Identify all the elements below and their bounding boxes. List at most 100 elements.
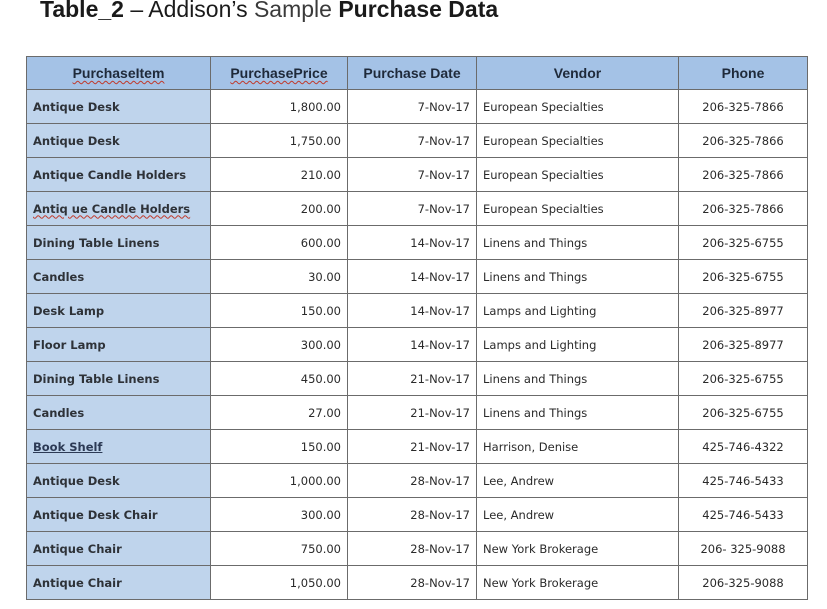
purchase-price-cell[interactable]: 30.00 xyxy=(210,259,348,294)
phone-cell[interactable]: 206-325-7866 xyxy=(678,157,808,192)
purchase-date-cell[interactable]: 14-Nov-17 xyxy=(347,259,477,294)
vendor-cell[interactable]: Linens and Things xyxy=(476,361,679,396)
table-header-row: PurchaseItem PurchasePrice Purchase Date… xyxy=(26,56,808,90)
vendor-cell[interactable]: Harrison, Denise xyxy=(476,429,679,464)
purchase-price-cell[interactable]: 27.00 xyxy=(210,395,348,430)
vendor-cell[interactable]: Lee, Andrew xyxy=(476,463,679,498)
purchase-date-cell[interactable]: 28-Nov-17 xyxy=(347,463,477,498)
purchase-price-cell[interactable]: 1,800.00 xyxy=(210,89,348,124)
column-header-vendor[interactable]: Vendor xyxy=(476,56,679,90)
phone-cell[interactable]: 425-746-5433 xyxy=(678,463,808,498)
purchase-price-cell[interactable]: 1,000.00 xyxy=(210,463,348,498)
vendor-cell[interactable]: Linens and Things xyxy=(476,259,679,294)
purchase-item-cell[interactable]: Candles xyxy=(26,259,211,294)
vendor-cell[interactable]: European Specialties xyxy=(476,89,679,124)
table-row: Antique Desk 1,750.00 7-Nov-17 European Spe… xyxy=(26,123,808,158)
spelling-flagged-text: Antiq ue Candle Holders xyxy=(33,201,191,216)
purchase-item-cell[interactable]: Antique Chair xyxy=(26,531,211,566)
purchase-price-cell[interactable]: 300.00 xyxy=(210,497,348,532)
phone-cell[interactable]: 206- 325-9088 xyxy=(678,531,808,566)
purchase-item-cell[interactable]: Antique Desk xyxy=(26,463,211,498)
table-row: Antique Desk Chair 300.00 28-Nov-17 Lee, An… xyxy=(26,497,808,532)
purchase-price-cell[interactable]: 1,750.00 xyxy=(210,123,348,158)
vendor-cell[interactable]: New York Brokerage xyxy=(476,531,679,566)
table-row: Antique Desk 1,000.00 28-Nov-17 Lee, Andrew… xyxy=(26,463,808,498)
table-row: Antique Chair 750.00 28-Nov-17 New York Bro… xyxy=(26,531,808,566)
purchase-item-cell[interactable]: Antique Desk Chair xyxy=(26,497,211,532)
purchase-item-cell[interactable]: Candles xyxy=(26,395,211,430)
purchase-date-cell[interactable]: 14-Nov-17 xyxy=(347,293,477,328)
title-prefix: Table_2 xyxy=(40,0,124,22)
purchase-price-cell[interactable]: 150.00 xyxy=(210,293,348,328)
vendor-cell[interactable]: European Specialties xyxy=(476,123,679,158)
table-row: Floor Lamp 300.00 14-Nov-17 Lamps and Light… xyxy=(26,327,808,362)
phone-cell[interactable]: 206-325-7866 xyxy=(678,123,808,158)
phone-cell[interactable]: 206-325-8977 xyxy=(678,293,808,328)
column-header-purchase-price[interactable]: PurchasePrice xyxy=(210,56,348,90)
vendor-cell[interactable]: European Specialties xyxy=(476,157,679,192)
vendor-cell[interactable]: Lamps and Lighting xyxy=(476,327,679,362)
vendor-cell[interactable]: Linens and Things xyxy=(476,225,679,260)
column-header-phone[interactable]: Phone xyxy=(678,56,808,90)
purchase-price-cell[interactable]: 200.00 xyxy=(210,191,348,226)
purchase-date-cell[interactable]: 7-Nov-17 xyxy=(347,123,477,158)
purchase-date-cell[interactable]: 7-Nov-17 xyxy=(347,157,477,192)
purchase-price-cell[interactable]: 150.00 xyxy=(210,429,348,464)
purchase-date-cell[interactable]: 14-Nov-17 xyxy=(347,225,477,260)
column-header-purchase-item[interactable]: PurchaseItem xyxy=(26,56,211,90)
purchase-price-cell[interactable]: 600.00 xyxy=(210,225,348,260)
purchase-price-cell[interactable]: 1,050.00 xyxy=(210,565,348,600)
table-row: Book Shelf 150.00 21-Nov-17 Harrison, Denis… xyxy=(26,429,808,464)
purchase-date-cell[interactable]: 28-Nov-17 xyxy=(347,497,477,532)
purchase-price-cell[interactable]: 750.00 xyxy=(210,531,348,566)
title-sample: Sample xyxy=(247,0,339,22)
purchase-item-cell[interactable]: Dining Table Linens xyxy=(26,361,211,396)
document-title: Table_2 – Addison’s Sample Purchase Data xyxy=(40,0,498,23)
vendor-cell[interactable]: Lee, Andrew xyxy=(476,497,679,532)
table-row: Candles 30.00 14-Nov-17 Linens and Things 20… xyxy=(26,259,808,294)
vendor-cell[interactable]: European Specialties xyxy=(476,191,679,226)
phone-cell[interactable]: 425-746-4322 xyxy=(678,429,808,464)
title-dash: – xyxy=(123,0,149,22)
table-row: Antiq ue Candle Holders 200.00 7-Nov-17 Eur… xyxy=(26,191,808,226)
purchase-item-cell[interactable]: Antique Desk xyxy=(26,89,211,124)
purchase-price-cell[interactable]: 300.00 xyxy=(210,327,348,362)
phone-cell[interactable]: 206-325-6755 xyxy=(678,361,808,396)
purchase-date-cell[interactable]: 28-Nov-17 xyxy=(347,531,477,566)
purchase-date-cell[interactable]: 21-Nov-17 xyxy=(347,429,477,464)
phone-cell[interactable]: 206-325-6755 xyxy=(678,259,808,294)
table-row: Dining Table Linens 600.00 14-Nov-17 Linens… xyxy=(26,225,808,260)
title-owner: Addison’s xyxy=(148,0,248,22)
phone-cell[interactable]: 206-325-7866 xyxy=(678,191,808,226)
phone-cell[interactable]: 206-325-8977 xyxy=(678,327,808,362)
column-header-purchase-date[interactable]: Purchase Date xyxy=(347,56,477,90)
purchase-date-cell[interactable]: 21-Nov-17 xyxy=(347,361,477,396)
purchase-date-cell[interactable]: 14-Nov-17 xyxy=(347,327,477,362)
phone-cell[interactable]: 206-325-9088 xyxy=(678,565,808,600)
purchase-item-cell[interactable]: Antique Candle Holders xyxy=(26,157,211,192)
purchase-date-cell[interactable]: 7-Nov-17 xyxy=(347,191,477,226)
phone-cell[interactable]: 206-325-6755 xyxy=(678,225,808,260)
phone-cell[interactable]: 206-325-6755 xyxy=(678,395,808,430)
purchase-item-cell[interactable]: Antique Chair xyxy=(26,565,211,600)
purchase-date-cell[interactable]: 21-Nov-17 xyxy=(347,395,477,430)
phone-cell[interactable]: 206-325-7866 xyxy=(678,89,808,124)
purchase-price-cell[interactable]: 450.00 xyxy=(210,361,348,396)
phone-cell[interactable]: 425-746-5433 xyxy=(678,497,808,532)
purchase-item-cell[interactable]: Book Shelf xyxy=(26,429,211,464)
purchase-item-cell[interactable]: Dining Table Linens xyxy=(26,225,211,260)
purchase-price-cell[interactable]: 210.00 xyxy=(210,157,348,192)
table-row: Candles 27.00 21-Nov-17 Linens and Things 20… xyxy=(26,395,808,430)
purchase-date-cell[interactable]: 7-Nov-17 xyxy=(347,89,477,124)
purchase-item-cell[interactable]: Antiq ue Candle Holders xyxy=(26,191,211,226)
table-row: Desk Lamp 150.00 14-Nov-17 Lamps and Lighti… xyxy=(26,293,808,328)
purchase-date-cell[interactable]: 28-Nov-17 xyxy=(347,565,477,600)
purchase-item-cell[interactable]: Antique Desk xyxy=(26,123,211,158)
table-row: Antique Chair 1,050.00 28-Nov-17 New York B… xyxy=(26,565,808,600)
purchase-item-cell[interactable]: Desk Lamp xyxy=(26,293,211,328)
purchase-item-cell[interactable]: Floor Lamp xyxy=(26,327,211,362)
vendor-cell[interactable]: Lamps and Lighting xyxy=(476,293,679,328)
book-shelf-link[interactable]: Book Shelf xyxy=(33,439,103,454)
vendor-cell[interactable]: New York Brokerage xyxy=(476,565,679,600)
vendor-cell[interactable]: Linens and Things xyxy=(476,395,679,430)
